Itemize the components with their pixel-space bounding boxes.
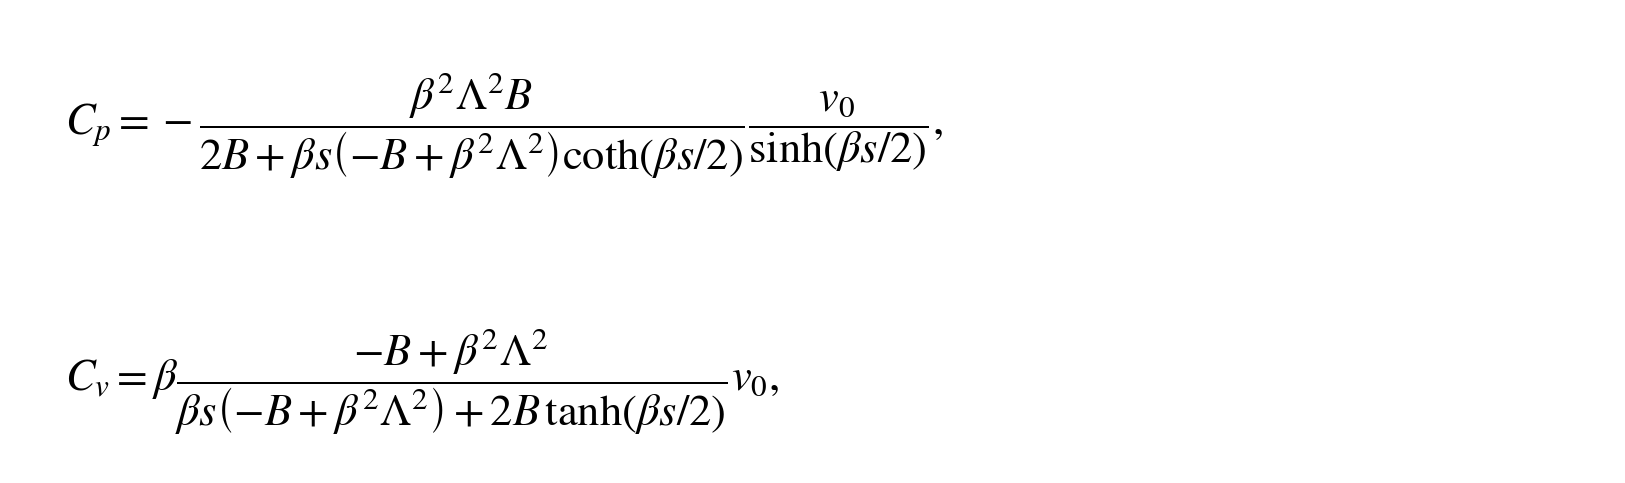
Text: $C_v = \beta \dfrac{-B + \beta^2 \Lambda^2}{\beta s\left(-B + \beta^2 \Lambda^2\: $C_v = \beta \dfrac{-B + \beta^2 \Lambda… — [65, 326, 778, 437]
Text: $C_p = -\dfrac{\beta^2 \Lambda^2 B}{2B + \beta s\left(-B + \beta^2 \Lambda^2\rig: $C_p = -\dfrac{\beta^2 \Lambda^2 B}{2B +… — [65, 70, 942, 181]
